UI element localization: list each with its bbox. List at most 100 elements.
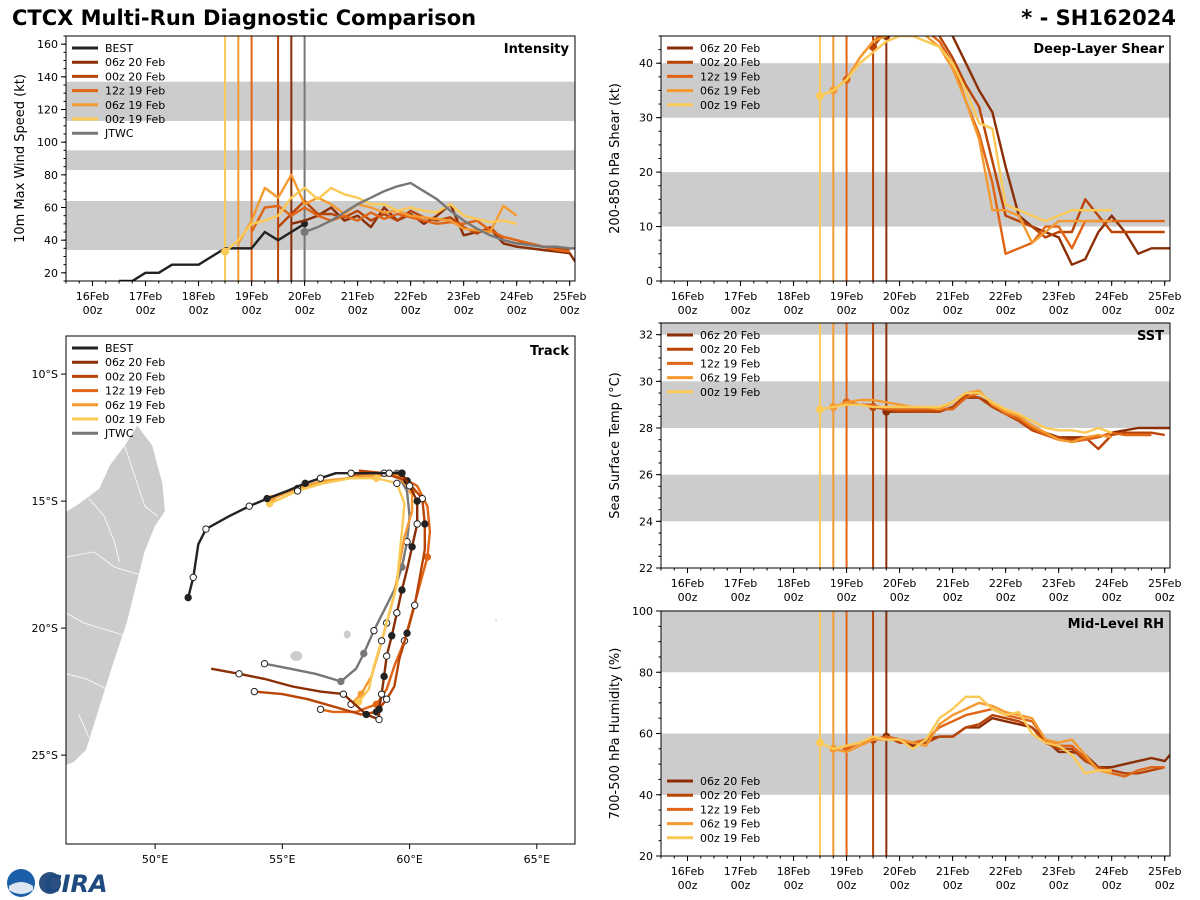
track-legend-label-4: 06z 19 Feb bbox=[105, 399, 165, 412]
intensity-band-1 bbox=[66, 150, 575, 170]
track-point bbox=[339, 690, 348, 698]
track-point bbox=[421, 520, 429, 528]
track-point bbox=[189, 573, 197, 581]
shear-xtick-label-5: 21Feb 00z bbox=[936, 290, 969, 317]
intensity-legend-label-1: 06z 20 Feb bbox=[105, 56, 165, 69]
sst-series-4 bbox=[819, 391, 1113, 434]
track-point bbox=[202, 525, 210, 533]
track-point bbox=[354, 698, 363, 706]
intensity-xtick-label-6: 22Feb 00z bbox=[394, 290, 427, 317]
track-point bbox=[413, 497, 421, 505]
track-point bbox=[413, 520, 421, 528]
shear-series bbox=[816, 36, 1170, 266]
track-point bbox=[403, 629, 411, 637]
intensity-xtick-label-9: 25Feb 00z bbox=[553, 290, 586, 317]
intensity-xtick-label-2: 18Feb 00z bbox=[182, 290, 215, 317]
intensity-legend-label-4: 06z 19 Feb bbox=[105, 99, 165, 112]
cira-logo: CIRA bbox=[7, 869, 108, 898]
rh-xtick-label-8: 24Feb 00z bbox=[1095, 865, 1128, 892]
sst-frame bbox=[660, 322, 1171, 569]
rh-legend-label-1: 00z 20 Feb bbox=[700, 789, 760, 802]
intensity-series-0 bbox=[119, 222, 306, 281]
shear-ytick-label-1: 10 bbox=[639, 221, 653, 234]
track-point bbox=[372, 474, 381, 482]
rh-legend-label-4: 00z 19 Feb bbox=[700, 832, 760, 845]
sst-panel: 22 24 26 28 30 32 16Feb 00z 17Feb 00z 18Feb 00z 19Fe… bbox=[608, 322, 1181, 604]
track-point bbox=[405, 482, 414, 490]
rh-panel: 20 40 60 80 100 16Feb 00z 17Feb 00z 18Feb 00z 19Feb… bbox=[608, 605, 1181, 892]
track-legend-label-0: BEST bbox=[105, 342, 133, 355]
rh-xtick-label-2: 18Feb 00z bbox=[777, 865, 810, 892]
shear-series-1 bbox=[872, 36, 1165, 239]
sst-xtick-label-7: 23Feb 00z bbox=[1042, 577, 1075, 604]
track-legend-label-1: 06z 20 Feb bbox=[105, 356, 165, 369]
sst-band-0 bbox=[661, 474, 1170, 522]
intensity-xtick-label-4: 20Feb 00z bbox=[288, 290, 321, 317]
track-point bbox=[377, 690, 386, 698]
rh-series bbox=[816, 695, 1170, 778]
sst-ytick-label-3: 28 bbox=[639, 422, 653, 435]
shear-xtick-label-0: 16Feb 00z bbox=[671, 290, 704, 317]
rh-marker-start-4 bbox=[816, 738, 825, 747]
intensity-xtick-label-8: 24Feb 00z bbox=[500, 290, 533, 317]
track-xtick-label-0: 50°E bbox=[142, 853, 168, 866]
shear-legend-label-0: 06z 20 Feb bbox=[700, 42, 760, 55]
rh-legend-label-0: 06z 20 Feb bbox=[700, 775, 760, 788]
intensity-ytick-label-7: 160 bbox=[37, 38, 58, 51]
logo-text: CIRA bbox=[44, 870, 108, 898]
track-point bbox=[380, 672, 388, 681]
track-point bbox=[377, 637, 386, 645]
intensity-xtick-label-1: 17Feb 00z bbox=[129, 290, 162, 317]
rh-band-1 bbox=[661, 611, 1170, 673]
sst-marker-start-4 bbox=[816, 405, 825, 414]
intensity-xtick-label-7: 23Feb 00z bbox=[447, 290, 480, 317]
reunion-island bbox=[290, 651, 303, 662]
sst-ytick-label-4: 30 bbox=[639, 375, 653, 388]
intensity-series-5 bbox=[224, 186, 517, 253]
track-point bbox=[245, 502, 253, 510]
intensity-series-6 bbox=[304, 181, 575, 250]
rh-xtick-label-1: 17Feb 00z bbox=[724, 865, 757, 892]
rh-xtick-label-0: 16Feb 00z bbox=[671, 865, 704, 892]
sst-xtick-label-1: 17Feb 00z bbox=[724, 577, 757, 604]
sst-xtick-label-2: 18Feb 00z bbox=[777, 577, 810, 604]
track-point bbox=[301, 479, 309, 488]
sst-band-1 bbox=[661, 381, 1170, 428]
shear-ytick-label-2: 20 bbox=[639, 166, 653, 179]
sst-series bbox=[816, 389, 1170, 451]
track-xtick-label-1: 55°E bbox=[269, 853, 295, 866]
intensity-ytick-label-1: 40 bbox=[44, 234, 58, 247]
intensity-band-2 bbox=[66, 81, 575, 121]
intensity-panel: 20 40 60 80 100 120 140 160 16Feb 00z 17Feb 00z 18Fe… bbox=[13, 35, 586, 317]
track-point bbox=[316, 705, 325, 714]
sst-band-2 bbox=[661, 323, 1170, 335]
track-point bbox=[398, 586, 406, 594]
sst-legend-label-1: 00z 20 Feb bbox=[700, 343, 760, 356]
track-point bbox=[184, 593, 192, 602]
sst-xtick-label-6: 22Feb 00z bbox=[989, 577, 1022, 604]
madagascar-landmass bbox=[66, 424, 166, 766]
sst-ytick-label-5: 32 bbox=[639, 329, 653, 342]
intensity-legend-label-2: 00z 20 Feb bbox=[105, 70, 165, 83]
province-border-5 bbox=[78, 714, 90, 738]
shear-xtick-label-8: 24Feb 00z bbox=[1095, 290, 1128, 317]
intensity-ytick-label-5: 120 bbox=[37, 104, 58, 117]
track-point bbox=[250, 687, 259, 696]
shear-legend-label-3: 06z 19 Feb bbox=[700, 85, 760, 98]
track-ytick-label-3: 25°S bbox=[32, 749, 58, 762]
rh-legend-label-3: 06z 19 Feb bbox=[700, 818, 760, 831]
shear-ylabel: 200-850 hPa Shear (kt) bbox=[608, 83, 623, 234]
shear-legend-label-1: 00z 20 Feb bbox=[700, 56, 760, 69]
intensity-xtick-label-0: 16Feb 00z bbox=[76, 290, 109, 317]
rh-ytick-label-1: 40 bbox=[639, 789, 653, 802]
sst-legend-label-4: 00z 19 Feb bbox=[700, 386, 760, 399]
intensity-marker-start-5 bbox=[221, 247, 230, 256]
shear-xtick-label-2: 18Feb 00z bbox=[777, 290, 810, 317]
province-border-1 bbox=[66, 612, 125, 637]
rh-xtick-label-9: 25Feb 00z bbox=[1148, 865, 1181, 892]
shear-band-1 bbox=[661, 63, 1170, 118]
intensity-title: Intensity bbox=[504, 42, 570, 57]
sst-xtick-label-5: 21Feb 00z bbox=[936, 577, 969, 604]
